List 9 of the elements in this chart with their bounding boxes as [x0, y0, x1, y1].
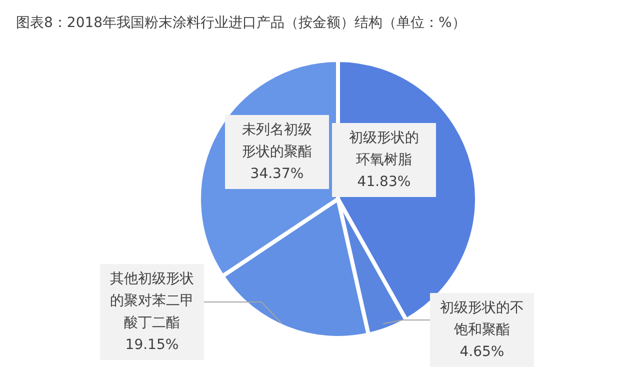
slice-label: 其他初级形状的聚对苯二甲酸丁二酯 — [110, 271, 194, 331]
slice-label: 初级形状的环氧树脂 — [349, 130, 419, 168]
slice-label: 初级形状的不饱和聚酯 — [440, 300, 524, 338]
data-label: 41.83% — [357, 174, 411, 190]
data-label: 4.65% — [460, 344, 504, 360]
slice-label: 未列名初级形状的聚酯 — [242, 122, 312, 160]
data-label: 34.37% — [250, 166, 304, 182]
data-label: 19.15% — [125, 337, 179, 353]
chart-title: 图表8：2018年我国粉末涂料行业进口产品（按金额）结构（单位：%） — [16, 14, 466, 32]
